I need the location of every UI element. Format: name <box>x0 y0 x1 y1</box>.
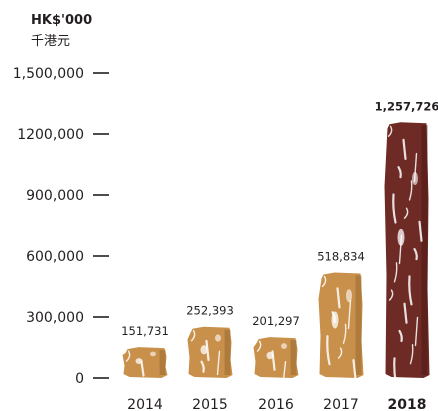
data-label-2014: 151,731 <box>121 324 169 338</box>
bar-body <box>187 326 233 378</box>
unit-label: HK$'000 <box>31 13 92 28</box>
grain-line <box>413 248 418 261</box>
bars <box>122 122 430 388</box>
x-tick-label-2017: 2017 <box>323 397 359 411</box>
x-tick-label-2018: 2018 <box>388 397 427 411</box>
y-tick-label: 1,500,000 <box>13 66 84 82</box>
knot <box>150 351 156 357</box>
grain-line <box>402 138 407 160</box>
data-label-2015: 252,393 <box>186 304 234 318</box>
bar-shade <box>421 125 428 375</box>
grain-line <box>216 350 221 376</box>
bar-shade <box>224 329 231 375</box>
knot <box>346 289 352 303</box>
knot <box>412 172 418 186</box>
knot <box>397 228 405 246</box>
data-label-2016: 201,297 <box>252 314 300 328</box>
grain-line <box>336 287 341 309</box>
data-labels: 151,731 252,393 201,297 518,834 1,257,726 <box>121 99 438 338</box>
x-tick-label-2015: 2015 <box>192 397 228 411</box>
y-tick-label: 600,000 <box>26 249 84 265</box>
y-tick-label: 0 <box>75 371 84 387</box>
grain-line <box>398 329 403 343</box>
grain-line <box>190 330 196 342</box>
bar-grain <box>256 340 287 381</box>
knot <box>331 311 339 329</box>
bar-body <box>384 122 430 378</box>
bar-shade <box>355 275 362 375</box>
knot <box>215 334 221 342</box>
grain-line <box>392 193 397 224</box>
y-tick-label: 300,000 <box>26 310 84 326</box>
knot <box>266 351 274 360</box>
bar-shade <box>159 350 166 375</box>
bar-shade <box>290 340 297 375</box>
grain-line <box>387 125 393 137</box>
knot <box>135 358 143 364</box>
bar-body <box>122 347 168 378</box>
y-axis: 0 300,000 600,000 900,000 1200,000 1,500,000 <box>13 66 109 387</box>
bar-body <box>253 337 299 378</box>
grain-line <box>409 344 414 365</box>
bar-grain <box>190 330 221 376</box>
bar-grain <box>387 125 423 388</box>
bar-2014 <box>122 347 168 378</box>
grain-line <box>256 340 262 352</box>
grain-line <box>414 316 419 347</box>
grain-line <box>200 360 205 373</box>
grain-line <box>403 302 408 324</box>
y-tick-label: 1200,000 <box>17 127 84 143</box>
grain-line <box>388 289 394 301</box>
grain-line <box>342 323 347 344</box>
x-tick-label-2016: 2016 <box>258 397 294 411</box>
data-label-2018: 1,257,726 <box>375 99 438 113</box>
y-tick-label: 900,000 <box>26 188 84 204</box>
grain-line <box>321 275 327 288</box>
bar-grain <box>125 350 156 377</box>
bar-2018 <box>384 122 430 388</box>
knot <box>281 343 287 350</box>
grain-line <box>205 339 210 362</box>
x-tick-label-2014: 2014 <box>127 397 163 411</box>
grain-line <box>337 347 343 359</box>
bar-2015 <box>187 326 233 378</box>
grain-line <box>418 220 423 242</box>
grain-line <box>347 299 352 330</box>
grain-line <box>282 361 287 381</box>
grain-line <box>408 275 413 306</box>
grain-line <box>125 350 131 362</box>
grain-line <box>326 335 331 366</box>
grain-line <box>352 359 357 381</box>
grain-line <box>397 166 402 179</box>
data-label-2017: 518,834 <box>317 250 365 264</box>
grain-line <box>393 357 398 388</box>
grain-line <box>408 180 413 201</box>
knot <box>200 345 208 355</box>
grain-line <box>393 262 398 283</box>
bar-body <box>318 272 364 378</box>
grain-line <box>403 207 409 219</box>
unit-label-zh: 千港元 <box>31 34 70 49</box>
bar-2016 <box>253 337 299 381</box>
bar-grain <box>321 275 357 381</box>
bar-2017 <box>318 272 364 381</box>
x-axis: 2014 2015 2016 2017 2018 <box>127 397 426 411</box>
